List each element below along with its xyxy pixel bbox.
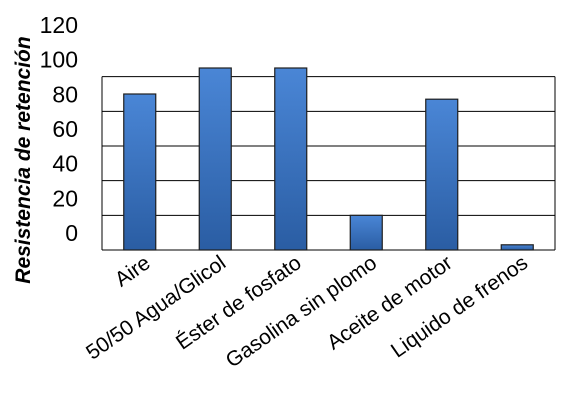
bar [274,67,308,251]
bar [123,93,157,251]
gridlines [101,76,556,251]
y-tick-labels: 0 20 40 60 80 100 120 [40,12,78,246]
bar [425,98,459,251]
x-tick-label: Aceite de motor [323,251,457,354]
y-tick-label: 120 [40,12,78,38]
y-tick-label: 80 [52,81,78,107]
y-tick-label: 60 [52,116,78,142]
bars [123,67,534,251]
y-axis-label: Resistencia de retención [12,36,35,283]
x-tick-label: Liquido de frenos [387,251,532,362]
bar [349,214,383,251]
x-tick-label: 50/50 Agua/Glicol [82,251,230,364]
x-tick-label: Aire [111,251,155,291]
y-tick-label: 40 [52,151,78,177]
x-tick-label: Éster de fosfato [172,251,306,354]
bar [198,67,232,251]
y-tick-label: 0 [65,220,78,246]
y-tick-label: 100 [40,47,78,73]
bar [500,244,534,251]
y-tick-label: 20 [52,185,78,211]
